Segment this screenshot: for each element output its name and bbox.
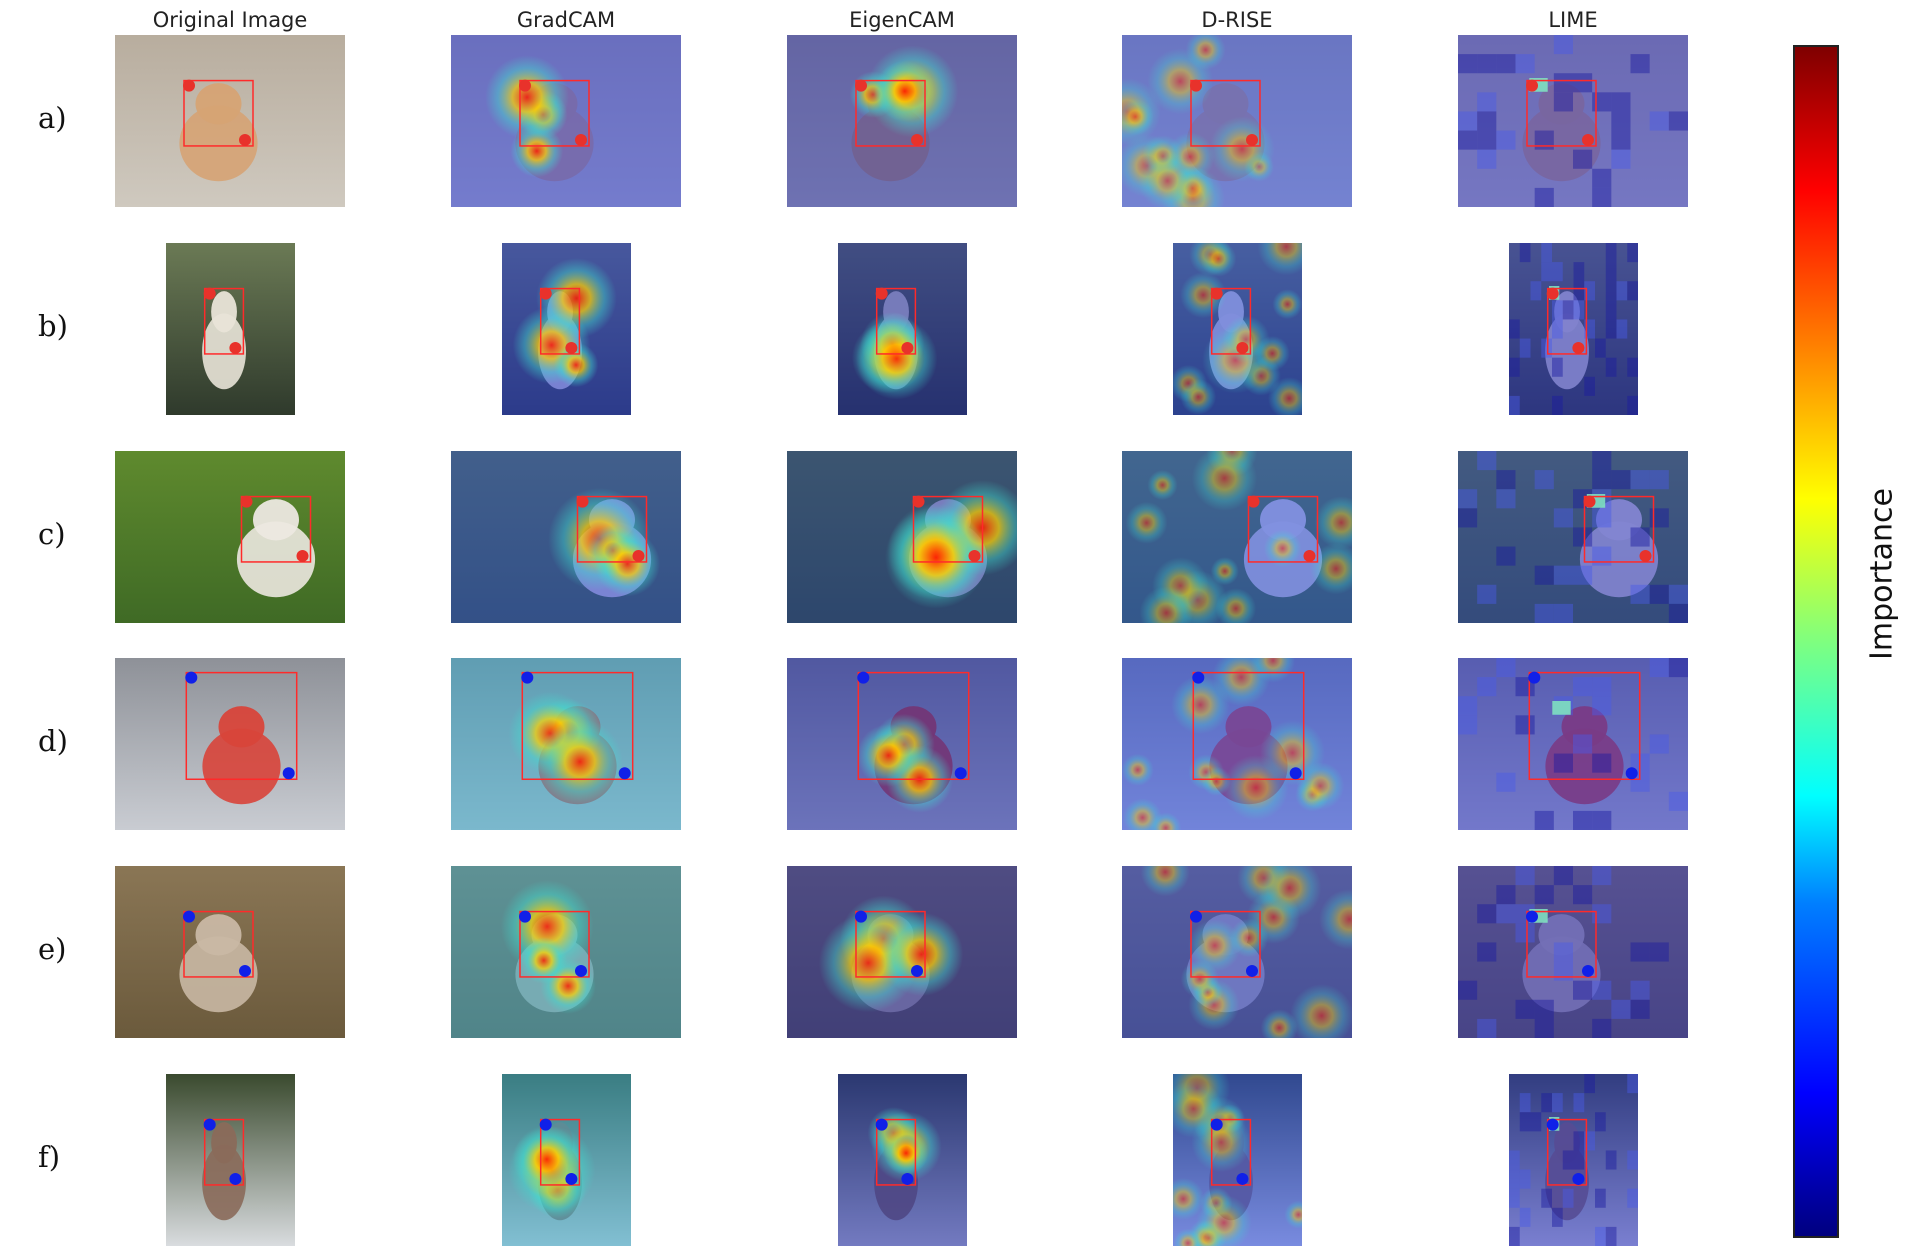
drise-dog-image bbox=[1122, 35, 1352, 207]
original-cat-image bbox=[165, 1074, 295, 1246]
eigencam-dog-image bbox=[787, 451, 1017, 623]
gradcam-cat-image bbox=[451, 866, 681, 1038]
original-cat-image bbox=[115, 658, 345, 830]
row-label: d) bbox=[38, 724, 68, 758]
gradcam-cat-image bbox=[451, 658, 681, 830]
drise-cat-image bbox=[1122, 866, 1352, 1038]
gradcam-dog-image bbox=[451, 35, 681, 207]
lime-dog-image bbox=[1458, 451, 1688, 623]
row-label: e) bbox=[38, 932, 67, 966]
original-cat-image bbox=[115, 866, 345, 1038]
original-dog-image bbox=[115, 451, 345, 623]
row-label: b) bbox=[38, 309, 68, 343]
lime-cat-image bbox=[1458, 866, 1688, 1038]
colorbar-label: Importance bbox=[1864, 488, 1900, 660]
lime-cat-image bbox=[1508, 1074, 1638, 1246]
eigencam-dog-image bbox=[837, 243, 967, 415]
eigencam-cat-image bbox=[787, 658, 1017, 830]
drise-dog-image bbox=[1122, 451, 1352, 623]
row-label: c) bbox=[38, 517, 66, 551]
eigencam-cat-image bbox=[837, 1074, 967, 1246]
drise-cat-image bbox=[1172, 1074, 1302, 1246]
column-header-lime: LIME bbox=[1548, 8, 1598, 32]
lime-dog-image bbox=[1508, 243, 1638, 415]
lime-cat-image bbox=[1458, 658, 1688, 830]
gradcam-dog-image bbox=[501, 243, 631, 415]
importance-colorbar bbox=[1793, 45, 1839, 1238]
eigencam-cat-image bbox=[787, 866, 1017, 1038]
gradcam-cat-image bbox=[501, 1074, 631, 1246]
row-label: a) bbox=[38, 101, 67, 135]
gradcam-dog-image bbox=[451, 451, 681, 623]
drise-dog-image bbox=[1172, 243, 1302, 415]
lime-dog-image bbox=[1458, 35, 1688, 207]
column-header-gradcam: GradCAM bbox=[516, 8, 616, 32]
column-header-eigencam: EigenCAM bbox=[849, 8, 955, 32]
row-label: f) bbox=[38, 1140, 61, 1174]
column-header-original: Original Image bbox=[152, 8, 308, 32]
drise-cat-image bbox=[1122, 658, 1352, 830]
original-dog-image bbox=[165, 243, 295, 415]
original-dog-image bbox=[115, 35, 345, 207]
eigencam-dog-image bbox=[787, 35, 1017, 207]
column-header-drise: D-RISE bbox=[1201, 8, 1273, 32]
